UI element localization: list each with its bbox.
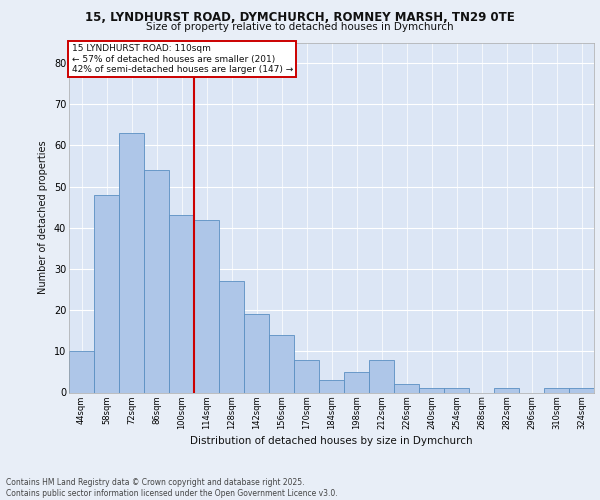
Text: 15 LYNDHURST ROAD: 110sqm
← 57% of detached houses are smaller (201)
42% of semi: 15 LYNDHURST ROAD: 110sqm ← 57% of detac… <box>71 44 293 74</box>
X-axis label: Distribution of detached houses by size in Dymchurch: Distribution of detached houses by size … <box>190 436 473 446</box>
Bar <box>394 384 419 392</box>
Bar <box>319 380 344 392</box>
Bar <box>144 170 169 392</box>
Bar <box>244 314 269 392</box>
Bar <box>444 388 469 392</box>
Bar <box>94 195 119 392</box>
Bar <box>194 220 219 392</box>
Bar <box>69 352 94 393</box>
Bar <box>544 388 569 392</box>
Text: 15, LYNDHURST ROAD, DYMCHURCH, ROMNEY MARSH, TN29 0TE: 15, LYNDHURST ROAD, DYMCHURCH, ROMNEY MA… <box>85 11 515 24</box>
Bar <box>269 335 294 392</box>
Bar <box>169 216 194 392</box>
Bar <box>294 360 319 392</box>
Bar <box>419 388 444 392</box>
Y-axis label: Number of detached properties: Number of detached properties <box>38 140 48 294</box>
Bar <box>494 388 519 392</box>
Bar <box>119 133 144 392</box>
Bar <box>344 372 369 392</box>
Text: Size of property relative to detached houses in Dymchurch: Size of property relative to detached ho… <box>146 22 454 32</box>
Bar <box>369 360 394 392</box>
Bar <box>569 388 594 392</box>
Bar <box>219 282 244 393</box>
Text: Contains HM Land Registry data © Crown copyright and database right 2025.
Contai: Contains HM Land Registry data © Crown c… <box>6 478 338 498</box>
